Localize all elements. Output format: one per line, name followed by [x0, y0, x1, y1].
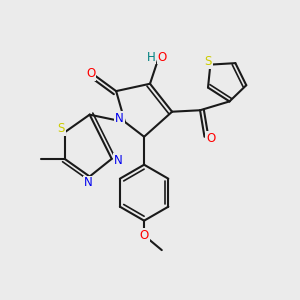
Text: O: O — [140, 229, 149, 242]
Text: O: O — [158, 51, 167, 64]
Text: N: N — [84, 176, 92, 190]
Text: S: S — [204, 55, 212, 68]
Text: N: N — [115, 112, 124, 125]
Text: H: H — [146, 51, 155, 64]
Text: S: S — [57, 122, 65, 135]
Text: N: N — [114, 154, 123, 167]
Text: O: O — [86, 67, 95, 80]
Text: O: O — [206, 132, 216, 145]
